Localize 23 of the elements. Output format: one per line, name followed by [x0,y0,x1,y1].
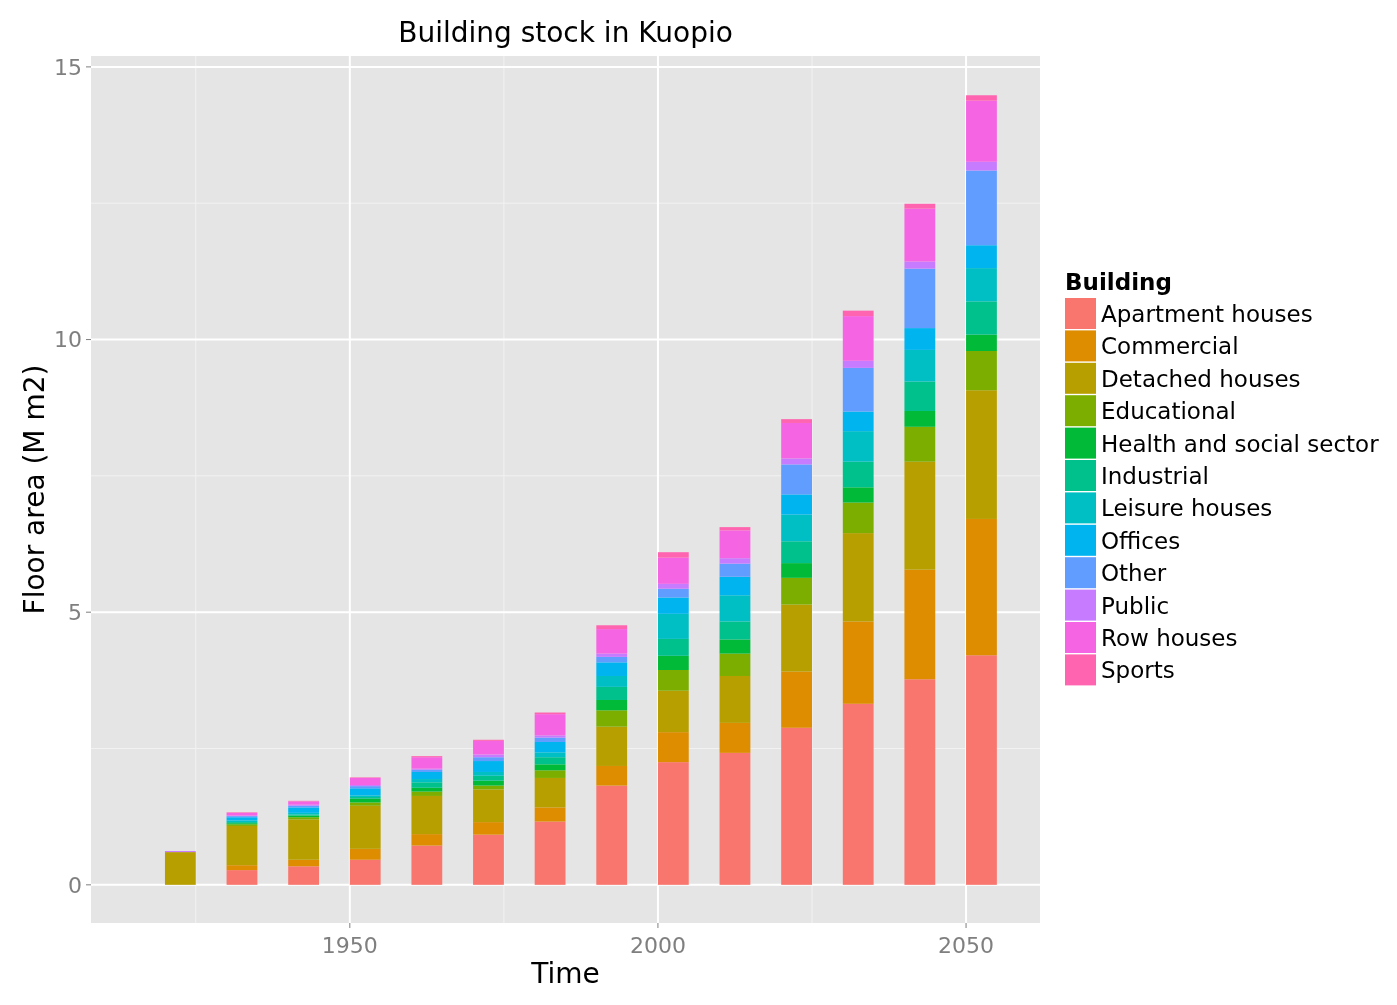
legend-label: Commercial [1101,333,1239,360]
y-tick-label: 0 [68,872,82,898]
x-tick-label: 2000 [629,933,686,958]
legend-label: Health and social sector [1101,430,1380,457]
legend-label: Detached houses [1101,365,1301,392]
y-tick-label: 15 [54,54,82,80]
legend-title: Building [1065,269,1172,295]
y-tick-label: 10 [54,327,82,353]
y-tick-label: 5 [68,599,82,625]
legend-label: Educational [1101,398,1236,425]
legend-label: Leisure houses [1101,495,1273,522]
x-axis-title: Time [530,957,600,990]
y-axis-title: Floor area (M m2) [18,364,51,615]
legend-label: Apartment houses [1101,301,1313,328]
legend-label: Offices [1101,527,1181,554]
x-tick-label: 1950 [321,933,378,958]
legend-label: Other [1101,560,1167,587]
legend-label: Public [1101,592,1170,619]
legend-label: Sports [1101,657,1175,684]
chart-title: Building stock in Kuopio [398,16,733,49]
legend-label: Industrial [1101,463,1209,490]
x-tick-label: 2050 [938,933,995,958]
legend-label: Row houses [1101,625,1238,652]
